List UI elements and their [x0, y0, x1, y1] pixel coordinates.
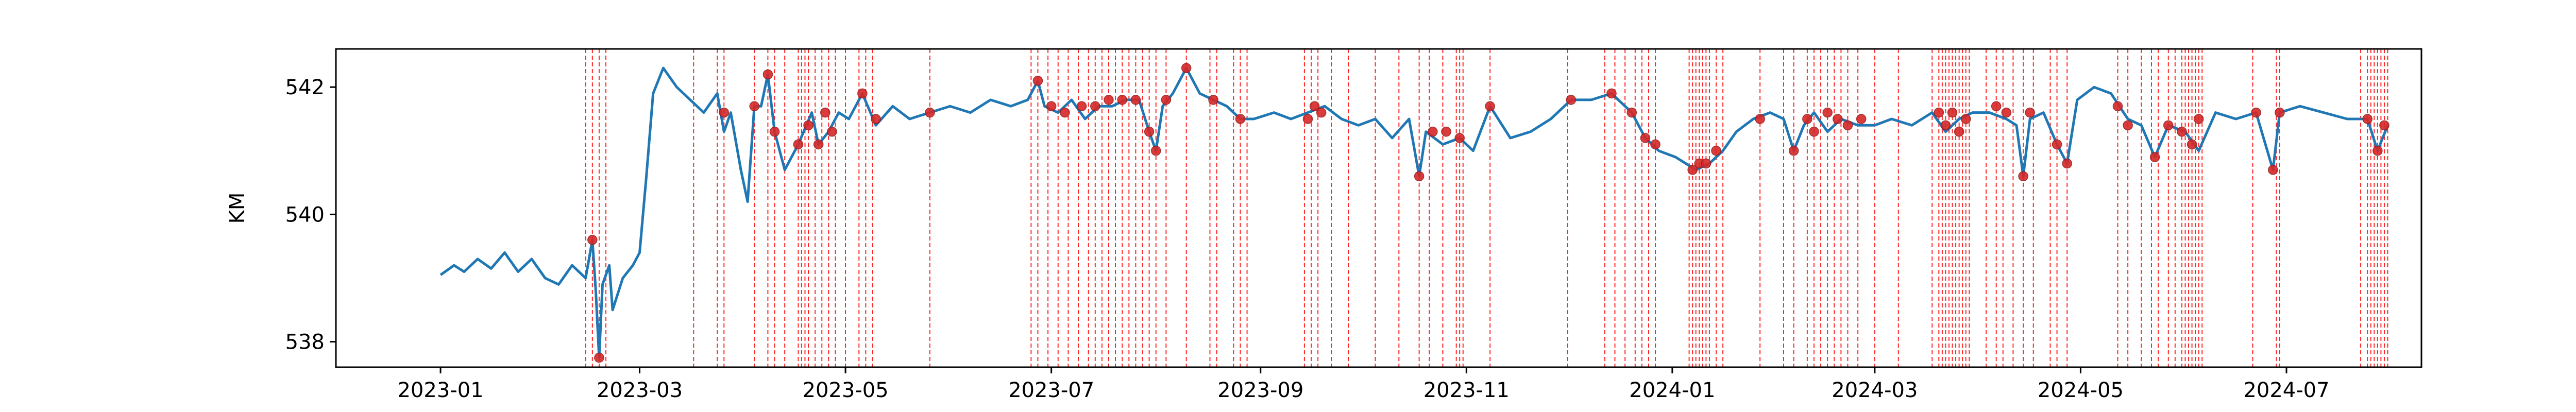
event-marker-73 — [2275, 107, 2285, 118]
x-tick-label-3: 2023-07 — [1008, 379, 1094, 402]
y-tick-label-2: 542 — [285, 76, 325, 99]
event-marker-3 — [749, 101, 759, 111]
event-marker-4 — [762, 69, 773, 80]
event-marker-51 — [1842, 120, 1853, 131]
event-marker-26 — [1208, 95, 1218, 105]
event-marker-12 — [871, 114, 881, 124]
event-marker-23 — [1150, 146, 1161, 156]
x-tick-label-8: 2024-05 — [2038, 379, 2124, 402]
event-marker-24 — [1161, 95, 1172, 105]
event-marker-39 — [1640, 133, 1651, 143]
event-marker-48 — [1809, 126, 1819, 137]
event-marker-6 — [793, 139, 804, 150]
event-marker-46 — [1788, 146, 1799, 156]
event-marker-75 — [2372, 146, 2383, 156]
event-marker-59 — [2001, 107, 2012, 118]
event-marker-18 — [1090, 101, 1100, 111]
event-marker-14 — [1032, 76, 1043, 86]
event-marker-55 — [1947, 107, 1958, 118]
event-marker-61 — [2025, 107, 2035, 118]
x-tick-label-0: 2023-01 — [397, 379, 483, 402]
y-axis-label: KM — [226, 193, 249, 224]
event-marker-49 — [1822, 107, 1833, 118]
event-marker-69 — [2187, 139, 2197, 150]
y-tick-label-0: 538 — [285, 331, 325, 354]
event-marker-31 — [1414, 171, 1425, 181]
event-marker-9 — [820, 107, 831, 118]
plot-frame — [335, 48, 2422, 368]
event-marker-34 — [1454, 133, 1465, 143]
event-marker-15 — [1046, 101, 1057, 111]
event-marker-45 — [1755, 114, 1765, 124]
event-marker-52 — [1856, 114, 1867, 124]
event-marker-76 — [2379, 120, 2389, 131]
event-marker-19 — [1104, 95, 1114, 105]
event-marker-60 — [2018, 171, 2028, 181]
event-marker-43 — [1701, 158, 1711, 169]
event-marker-2 — [719, 107, 730, 118]
event-marker-65 — [2123, 120, 2133, 131]
event-marker-72 — [2268, 165, 2278, 175]
event-marker-38 — [1626, 107, 1637, 118]
x-tick-label-7: 2024-03 — [1832, 379, 1918, 402]
event-marker-64 — [2112, 101, 2123, 111]
y-axis: 538 540 542 — [285, 76, 336, 354]
event-marker-22 — [1144, 126, 1155, 137]
event-marker-33 — [1441, 126, 1451, 137]
event-marker-11 — [857, 88, 868, 99]
event-marker-37 — [1606, 88, 1617, 99]
y-tick-label-1: 540 — [285, 203, 325, 227]
event-marker-13 — [925, 107, 935, 118]
event-marker-63 — [2062, 158, 2072, 169]
event-marker-71 — [2251, 107, 2261, 118]
event-marker-17 — [1076, 101, 1087, 111]
event-marker-67 — [2163, 120, 2174, 131]
event-marker-28 — [1302, 114, 1313, 124]
event-marker-62 — [2052, 139, 2062, 150]
event-marker-32 — [1428, 126, 1438, 137]
event-marker-27 — [1235, 114, 1246, 124]
x-tick-label-9: 2024-07 — [2243, 379, 2329, 402]
series-line-layer — [439, 66, 2389, 359]
event-marker-8 — [813, 139, 824, 150]
event-marker-16 — [1060, 107, 1070, 118]
x-tick-label-5: 2023-11 — [1423, 379, 1510, 402]
event-marker-29 — [1309, 101, 1320, 111]
event-marker-53 — [1934, 107, 1944, 118]
x-tick-label-1: 2023-03 — [597, 379, 683, 402]
event-markers — [587, 63, 2389, 363]
event-marker-35 — [1485, 101, 1495, 111]
event-marker-41 — [1687, 165, 1698, 175]
event-marker-25 — [1181, 63, 1192, 73]
series-line-0 — [439, 66, 2389, 359]
event-marker-5 — [769, 126, 780, 137]
event-marker-56 — [1954, 126, 1964, 137]
event-marker-70 — [2193, 114, 2204, 124]
event-marker-66 — [2149, 152, 2160, 162]
event-marker-20 — [1117, 95, 1127, 105]
event-marker-21 — [1130, 95, 1141, 105]
event-marker-50 — [1833, 114, 1843, 124]
event-marker-44 — [1711, 146, 1721, 156]
x-tick-label-4: 2023-09 — [1217, 379, 1303, 402]
event-marker-57 — [1960, 114, 1971, 124]
event-marker-74 — [2362, 114, 2372, 124]
event-marker-40 — [1650, 139, 1660, 150]
event-marker-36 — [1566, 95, 1577, 105]
event-marker-7 — [803, 120, 814, 131]
event-marker-58 — [1991, 101, 2002, 111]
event-marker-10 — [827, 126, 837, 137]
x-axis: 2023-01 2023-03 2023-05 2023-07 2023-09 2023-… — [397, 367, 2330, 402]
event-marker-47 — [1802, 114, 1812, 124]
event-marker-1 — [594, 352, 604, 363]
event-marker-30 — [1316, 107, 1327, 118]
event-marker-0 — [587, 235, 598, 245]
event-marker-54 — [1940, 120, 1951, 131]
x-tick-label-2: 2023-05 — [803, 379, 889, 402]
x-tick-label-6: 2024-01 — [1629, 379, 1715, 402]
event-marker-68 — [2177, 126, 2187, 137]
event-lines — [585, 49, 2388, 367]
